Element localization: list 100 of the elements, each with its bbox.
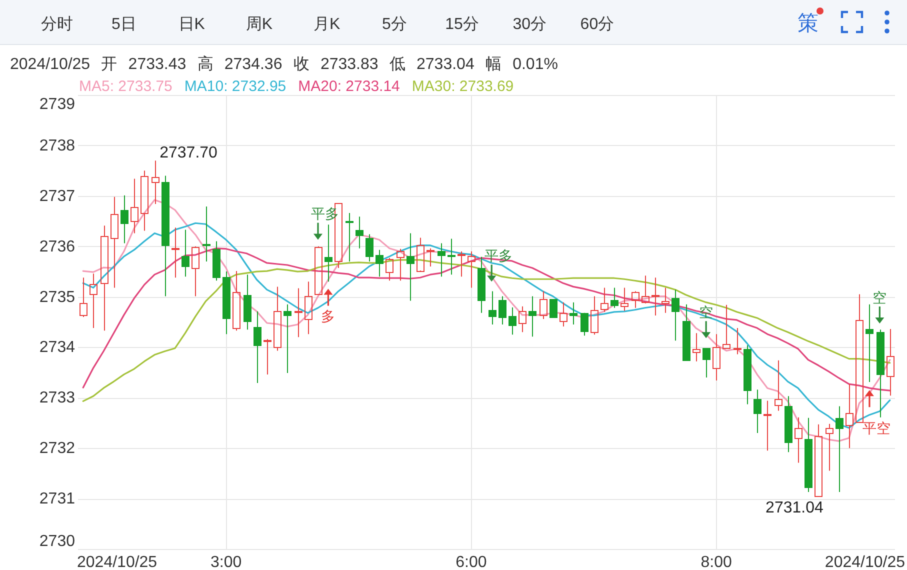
candlestick bbox=[712, 334, 720, 382]
text: 2024/10/25 bbox=[77, 554, 158, 570]
candlestick bbox=[90, 273, 98, 329]
candlestick bbox=[478, 256, 486, 314]
candlestick bbox=[784, 396, 792, 453]
candlestick bbox=[652, 277, 660, 316]
candlestick bbox=[254, 310, 262, 384]
candlestick bbox=[692, 332, 700, 362]
text: MA5: 2733.75 bbox=[79, 78, 172, 95]
candlestick bbox=[232, 270, 240, 332]
candlestick bbox=[244, 274, 252, 330]
text: MA20: 2733.14 bbox=[298, 78, 400, 95]
candlestick bbox=[722, 304, 730, 350]
candlestick bbox=[438, 242, 446, 278]
y-tick-label: 2737 bbox=[39, 187, 76, 204]
candlestick bbox=[120, 194, 128, 244]
candlestick bbox=[130, 178, 138, 234]
y-tick-label: 2731 bbox=[39, 490, 76, 508]
text: 15分 bbox=[445, 16, 479, 33]
candlestick bbox=[406, 232, 414, 302]
candlestick bbox=[754, 389, 762, 434]
candlestick bbox=[396, 248, 404, 282]
text: MA10: 2732.95 bbox=[184, 78, 286, 95]
text: 5日 bbox=[112, 16, 136, 33]
candlestick bbox=[518, 306, 526, 333]
text: 2737.70 bbox=[160, 144, 218, 162]
candlestick bbox=[346, 212, 354, 262]
candlestick bbox=[356, 216, 364, 249]
candlestick bbox=[846, 384, 854, 449]
candlestick bbox=[212, 240, 220, 282]
candlestick bbox=[672, 289, 680, 342]
text: MA30: 2733.69 bbox=[412, 78, 514, 95]
candlestick bbox=[550, 298, 558, 318]
y-tick-label: 2734 bbox=[39, 338, 76, 356]
y-tick-label: 2739 bbox=[39, 96, 76, 112]
candlestick bbox=[814, 424, 822, 498]
candlestick bbox=[744, 344, 752, 405]
candlestick bbox=[590, 296, 598, 336]
candlestick bbox=[386, 257, 394, 282]
text: 分时 bbox=[41, 15, 73, 33]
candlestick bbox=[416, 237, 424, 272]
candlestick bbox=[764, 400, 772, 452]
candlestick bbox=[826, 423, 834, 472]
candlestick bbox=[222, 271, 230, 335]
candlestick bbox=[886, 328, 894, 396]
candlestick bbox=[202, 206, 210, 262]
candlestick bbox=[610, 287, 618, 308]
x-tick-label: 3:00 bbox=[210, 554, 242, 570]
candlestick bbox=[702, 348, 710, 378]
y-tick-label: 2735 bbox=[39, 288, 76, 306]
x-tick-label: 6:00 bbox=[456, 554, 487, 570]
candlestick bbox=[580, 312, 588, 336]
candlestick bbox=[528, 296, 536, 338]
candlestick bbox=[642, 275, 650, 304]
candlestick bbox=[560, 302, 568, 328]
candlestick bbox=[600, 287, 608, 312]
candlestick bbox=[366, 234, 374, 262]
candlestick bbox=[324, 224, 332, 282]
candlestick bbox=[662, 287, 670, 314]
x-tick-label: 8:00 bbox=[700, 554, 732, 570]
candlestick bbox=[876, 329, 884, 418]
y-tick-label: 2732 bbox=[39, 440, 76, 457]
text: 60分 bbox=[580, 16, 614, 33]
y-tick-label: 2730 bbox=[39, 532, 76, 550]
candlestick bbox=[448, 238, 456, 276]
candlestick bbox=[80, 277, 88, 318]
candlestick bbox=[468, 250, 476, 288]
candlestick bbox=[498, 296, 506, 326]
data-label: 空 bbox=[872, 289, 887, 306]
candlestick bbox=[100, 225, 108, 332]
candlestick bbox=[110, 196, 118, 288]
candlestick bbox=[620, 287, 628, 312]
candlestick bbox=[264, 338, 272, 375]
data-label: 多 bbox=[321, 308, 336, 324]
text: 30分 bbox=[512, 16, 546, 33]
text: 日K bbox=[178, 16, 206, 33]
text: 2024/10/25 bbox=[824, 554, 906, 570]
candlestick bbox=[284, 304, 292, 374]
candlestick bbox=[488, 290, 496, 326]
candlestick bbox=[540, 290, 548, 320]
y-tick-label: 2738 bbox=[39, 136, 76, 154]
text: 策 bbox=[798, 12, 818, 35]
candlestick bbox=[794, 416, 802, 464]
candlestick bbox=[804, 417, 812, 492]
candlestick bbox=[632, 290, 640, 308]
candlestick bbox=[172, 227, 180, 278]
candlestick bbox=[866, 304, 874, 383]
y-tick-label: 2736 bbox=[39, 238, 76, 255]
text: 2731.04 bbox=[766, 500, 824, 516]
candlestick bbox=[856, 294, 864, 423]
candlestick bbox=[182, 229, 190, 278]
candlestick bbox=[140, 170, 148, 232]
y-tick-label: 2733 bbox=[39, 389, 76, 406]
candlestick bbox=[508, 306, 516, 336]
candlestick bbox=[570, 302, 578, 326]
candlestick bbox=[836, 406, 844, 492]
candlestick bbox=[682, 304, 690, 361]
candlestick bbox=[734, 328, 742, 355]
text: 月K bbox=[313, 16, 340, 33]
candlestick bbox=[304, 281, 312, 335]
